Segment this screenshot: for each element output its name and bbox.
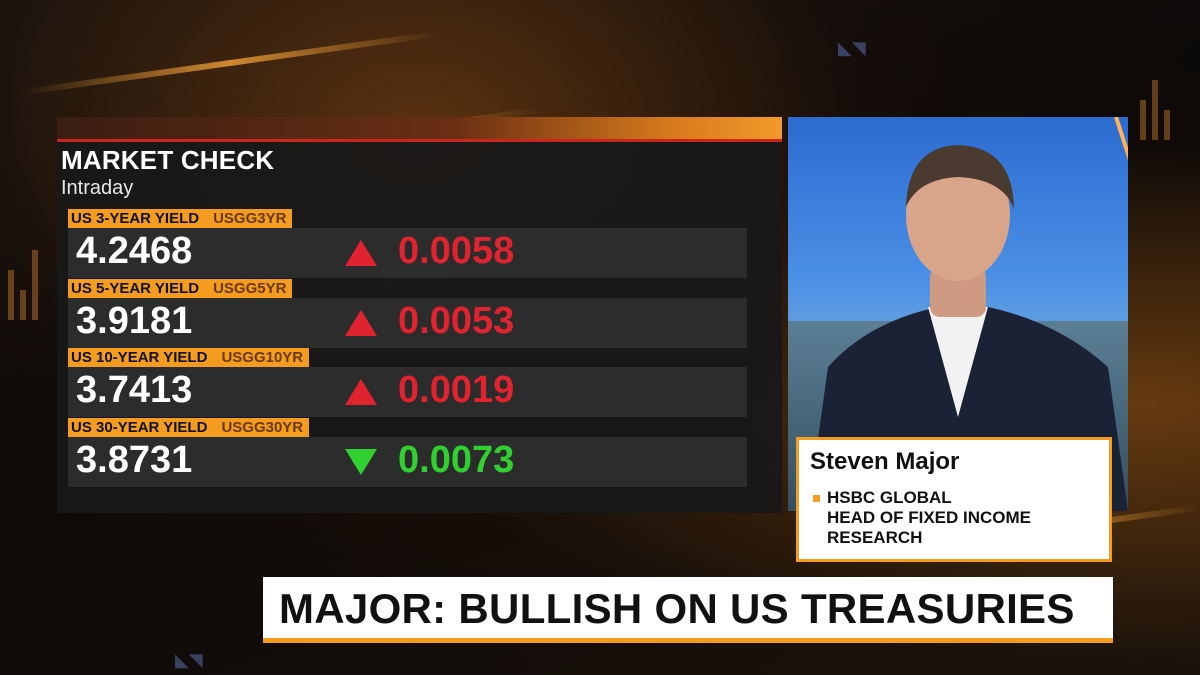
yield-value: 3.9181 xyxy=(76,300,193,342)
person-title-line: HSBC GLOBAL xyxy=(827,488,952,507)
headline-text: MAJOR: BULLISH ON US TREASURIES xyxy=(279,585,1075,632)
yield-value: 3.8731 xyxy=(76,439,193,481)
up-arrow-icon xyxy=(345,240,377,266)
panel-title: MARKET CHECK xyxy=(61,145,275,175)
yield-label-tag: US 30-YEAR YIELD USGG30YR xyxy=(68,418,310,437)
yield-ticker: USGG10YR xyxy=(221,349,304,366)
yield-label: US 5-YEAR YIELD xyxy=(71,280,200,297)
background-bars xyxy=(1140,80,1170,140)
yield-label: US 10-YEAR YIELD xyxy=(71,349,208,366)
yield-change: 0.0073 xyxy=(398,439,515,481)
yield-change: 0.0019 xyxy=(398,369,515,411)
market-check-panel: MARKET CHECK Intraday US 3-YEAR YIELD US… xyxy=(57,117,782,513)
yield-value-box: 3.9181 0.0053 xyxy=(68,298,747,348)
yield-label: US 3-YEAR YIELD xyxy=(71,210,200,227)
down-arrow-icon xyxy=(345,449,377,475)
yield-change: 0.0058 xyxy=(398,230,515,272)
yield-label-tag: US 10-YEAR YIELD USGG10YR xyxy=(68,348,310,367)
yield-value: 3.7413 xyxy=(76,369,193,411)
background-arrow-icon: ◣◥ xyxy=(838,38,866,58)
yield-value-box: 4.2468 0.0058 xyxy=(68,228,747,278)
person-name: Steven Major xyxy=(810,448,960,475)
yield-label-tag: US 3-YEAR YIELD USGG3YR xyxy=(68,209,293,228)
yield-change: 0.0053 xyxy=(398,300,515,342)
yield-label: US 30-YEAR YIELD xyxy=(71,419,208,436)
yield-value-box: 3.8731 0.0073 xyxy=(68,437,747,487)
yield-ticker: USGG5YR xyxy=(213,280,287,297)
yield-ticker: USGG30YR xyxy=(221,419,304,436)
background-bars xyxy=(8,250,38,320)
yield-value-box: 3.7413 0.0019 xyxy=(68,367,747,417)
up-arrow-icon xyxy=(345,379,377,405)
panel-top-bar xyxy=(57,117,782,142)
yield-ticker: USGG3YR xyxy=(213,210,287,227)
person-title-line: HEAD OF FIXED INCOME xyxy=(827,508,1032,527)
up-arrow-icon xyxy=(345,310,377,336)
background-arrow-icon: ◣◥ xyxy=(175,650,203,670)
person-title-line: RESEARCH xyxy=(827,528,923,547)
yield-label-tag: US 5-YEAR YIELD USGG5YR xyxy=(68,279,293,298)
headline-bar: MAJOR: BULLISH ON US TREASURIES xyxy=(263,577,1113,643)
person-title: HSBC GLOBAL HEAD OF FIXED INCOME RESEARC… xyxy=(827,488,1031,548)
name-card: Steven Major HSBC GLOBAL HEAD OF FIXED I… xyxy=(796,437,1112,562)
panel-subtitle: Intraday xyxy=(61,177,134,199)
orange-bullet-icon xyxy=(813,495,820,502)
yield-value: 4.2468 xyxy=(76,230,193,272)
